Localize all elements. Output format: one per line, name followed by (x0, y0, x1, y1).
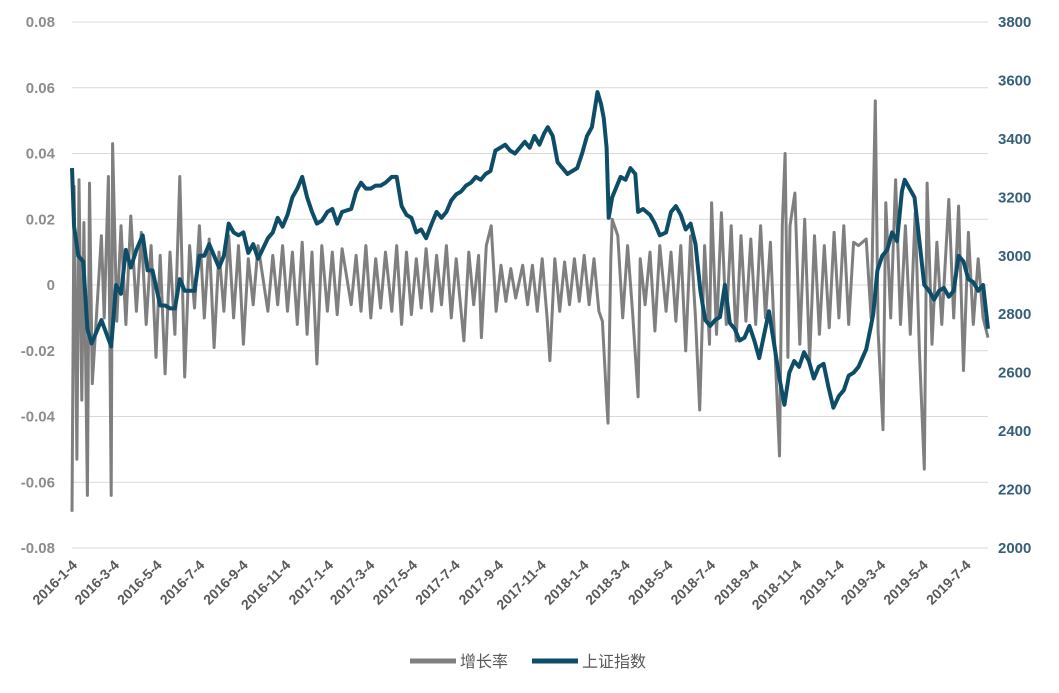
legend: 增长率 上证指数 (410, 653, 646, 671)
right-axis-tick-label: 3800 (998, 14, 1031, 31)
x-axis-tick-label: 2018-3-4 (582, 557, 633, 608)
series-line-growth-rate (70, 99, 990, 512)
left-axis-tick-label: 0.06 (26, 80, 55, 97)
x-axis-tick-label: 2019-3-4 (837, 557, 888, 608)
x-axis-tick-label: 2016-7-4 (157, 557, 208, 608)
left-axis-tick-label: 0.04 (26, 146, 56, 163)
left-axis-tick-label: -0.02 (21, 343, 55, 360)
right-axis-tick-label: 2400 (998, 423, 1031, 440)
left-axis-tick-label: 0 (47, 277, 55, 294)
x-axis-tick-label: 2016-3-4 (71, 557, 122, 608)
right-axis-tick-label: 3600 (998, 72, 1031, 89)
series-line-shanghai-index (70, 90, 990, 410)
left-axis-tick-label: -0.04 (21, 409, 56, 426)
x-axis-tick-label: 2019-7-4 (923, 557, 974, 608)
legend-label-growth-rate: 增长率 (460, 653, 508, 671)
x-axis-tick-label: 2017-5-4 (369, 557, 420, 608)
left-axis-ticks: -0.08 -0.06 -0.04 -0.02 0 0.02 0.04 0.06 0.08 (21, 14, 56, 557)
x-axis-tick-label: 2019-5-4 (880, 557, 931, 608)
right-axis-tick-label: 3200 (998, 189, 1031, 206)
right-axis-tick-label: 2200 (998, 482, 1031, 499)
x-axis-tick-label: 2017-3-4 (327, 557, 378, 608)
left-axis-tick-label: -0.08 (21, 540, 55, 557)
x-axis-tick-label: 2018-5-4 (625, 557, 676, 608)
right-axis-ticks: 2000 2200 2400 2600 2800 3000 3200 3400 3600 3800 (998, 14, 1031, 557)
x-axis-tick-label: 2019-1-4 (796, 557, 847, 608)
x-axis-tick-label: 2017-1-4 (285, 557, 336, 608)
left-axis-tick-label: -0.06 (21, 474, 55, 491)
right-axis-tick-label: 2000 (998, 540, 1031, 557)
right-axis-tick-label: 2600 (998, 365, 1031, 382)
x-axis-tick-label: 2016-1-4 (29, 557, 80, 608)
x-axis-tick-label: 2017-7-4 (412, 557, 463, 608)
x-axis-tick-label: 2018-1-4 (541, 557, 592, 608)
x-axis-tick-label: 2016-5-4 (114, 557, 165, 608)
x-axis-ticks: 2016-1-42016-3-42016-5-42016-7-42016-9-4… (29, 557, 974, 613)
left-axis-tick-label: 0.02 (26, 211, 55, 228)
series-group (70, 90, 990, 512)
right-axis-tick-label: 2800 (998, 306, 1031, 323)
left-axis-tick-label: 0.08 (26, 14, 55, 31)
right-axis-tick-label: 3400 (998, 131, 1031, 148)
right-axis-tick-label: 3000 (998, 248, 1031, 265)
x-axis-tick-label: 2018-7-4 (667, 557, 718, 608)
legend-label-shanghai-index: 上证指数 (582, 653, 646, 671)
